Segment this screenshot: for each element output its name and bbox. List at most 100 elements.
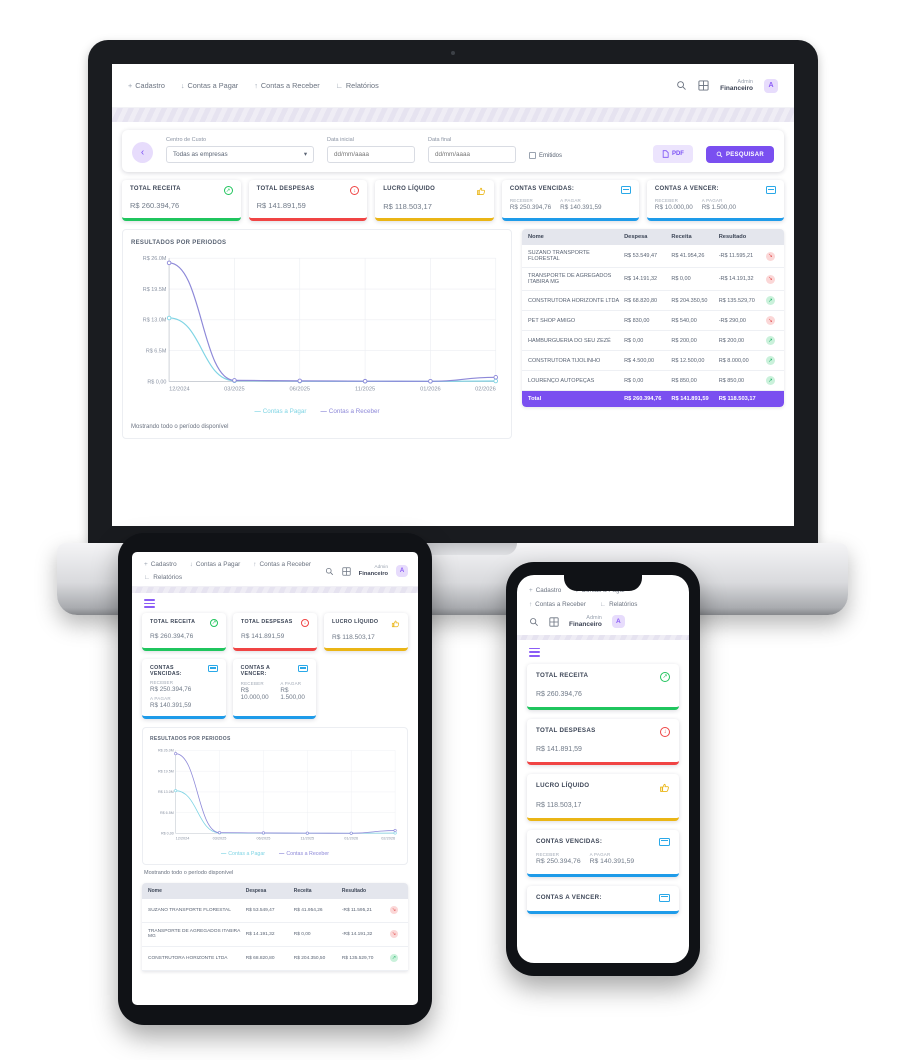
receber-value: R$ 250.394,76	[509, 203, 552, 211]
receber-label: RECEBER	[150, 679, 174, 685]
pagar-col: A PAGAR R$ 1.500,00	[702, 198, 736, 211]
table-row: CONSTRUTORA TIJOLINHO R$ 4.500,00 R$ 12.…	[522, 351, 784, 371]
chart-legend: Contas a Pagar Contas a Receber	[131, 408, 503, 415]
top-nav: Cadastro Contas a Pagar Contas a Receber…	[132, 552, 418, 587]
table-total-row: Total R$ 260.394,76 R$ 141.891,59 R$ 118…	[522, 391, 784, 407]
trend-icon	[765, 296, 775, 305]
avatar[interactable]: A	[611, 615, 625, 629]
thumbs-up-icon	[476, 187, 485, 195]
receber-value: R$ 10.000,00	[240, 686, 269, 701]
nav-item[interactable]: Cadastro	[144, 561, 177, 568]
legend-dash-icon	[279, 851, 286, 857]
stat-cards-row-2: CONTAS VENCIDAS: RECEBER R$ 250.394,76 A …	[142, 658, 408, 719]
trend-icon	[390, 954, 398, 963]
cell-receita: R$ 540,00	[671, 317, 697, 324]
pagar-value: R$ 140.391,59	[560, 203, 602, 211]
results-chart-card: RESULTADOS POR PERIODOS R$ 0,00 R$ 6.5M R$…	[122, 229, 513, 440]
nav-item-label: Contas a Receber	[260, 81, 320, 90]
svg-text:R$ 13.0M: R$ 13.0M	[158, 790, 174, 794]
nav-item-relatorios[interactable]: Relatórios	[600, 601, 637, 608]
chart-icon	[600, 601, 606, 608]
chart-title: RESULTADOS POR PERIODOS	[131, 240, 227, 246]
svg-text:11/2025: 11/2025	[301, 836, 315, 840]
svg-text:01/2026: 01/2026	[344, 836, 358, 840]
card-title: TOTAL DESPESAS	[241, 618, 293, 625]
user-role: Admin	[586, 615, 602, 621]
total-despesa: R$ 260.394,76	[624, 396, 662, 402]
nav-item[interactable]: Contas a Pagar	[181, 81, 239, 90]
total-resultado: R$ 118.503,17	[718, 396, 756, 402]
card-total-receita: TOTAL RECEITA R$ 260.394,76	[122, 180, 241, 221]
hamburger-menu-icon[interactable]	[529, 647, 677, 657]
cell-resultado: -R$ 11.595,21	[718, 253, 754, 259]
nav-item-icon	[254, 81, 258, 90]
avatar[interactable]: A	[396, 565, 408, 578]
search-icon[interactable]	[325, 567, 334, 576]
pagar-value: R$ 140.391,59	[589, 857, 635, 865]
nav-item[interactable]: Contas a Receber	[254, 81, 320, 90]
receber-label: RECEBER	[654, 197, 679, 203]
nav-item[interactable]: Contas a Receber	[253, 561, 312, 568]
nav-item-cadastro[interactable]: Cadastro	[529, 587, 562, 594]
svg-text:12/2024: 12/2024	[176, 836, 191, 840]
results-line-chart: R$ 0,00 R$ 6.5M R$ 13.0M R$ 19.5M R$ 26.0M 12…	[158, 748, 397, 840]
tablet-screen: Cadastro Contas a Pagar Contas a Receber…	[132, 552, 418, 1005]
svg-text:R$ 0,00: R$ 0,00	[147, 379, 166, 385]
pagar-label: A PAGAR	[280, 680, 302, 686]
col-nome: Nome	[528, 234, 544, 240]
user-block[interactable]: Admin Financeiro	[569, 615, 602, 629]
chart-note: Mostrando todo o período disponível	[131, 424, 229, 431]
decorative-band	[132, 587, 418, 593]
legend-label: Contas a Receber	[286, 850, 330, 857]
pdf-button[interactable]: PDF	[652, 145, 693, 163]
cell-nome: TRANSPORTE DE AGREGADOS ITABIRA MG	[528, 273, 612, 285]
date-end-input[interactable]	[435, 151, 509, 158]
cell-despesa: R$ 0,00	[624, 377, 644, 384]
card-contas-vencidas: CONTAS VENCIDAS: RECEBER R$ 250.394,76 A …	[501, 180, 639, 221]
cell-despesa: R$ 53.549,47	[624, 253, 658, 259]
grid-icon[interactable]	[342, 566, 351, 576]
nav-item-label: Cadastro	[150, 561, 177, 568]
grid-icon[interactable]	[698, 80, 709, 91]
search-icon[interactable]	[676, 80, 687, 91]
card-title: LUCRO LÍQUIDO	[536, 781, 590, 789]
cell-receita: R$ 41.954,26	[671, 253, 705, 259]
nav-item-contas-a-receber[interactable]: Contas a Receber	[529, 601, 586, 608]
cost-center-select[interactable]: Todas as empresas ▾	[166, 146, 314, 163]
nav-item[interactable]: Relatórios	[336, 81, 379, 90]
nav-item[interactable]: Contas a Pagar	[190, 561, 240, 568]
user-block[interactable]: Admin Financeiro	[720, 79, 753, 93]
svg-text:R$ 26.0M: R$ 26.0M	[158, 748, 174, 752]
svg-text:06/2025: 06/2025	[289, 387, 310, 393]
svg-text:R$ 6.5M: R$ 6.5M	[146, 349, 167, 355]
date-start-input[interactable]	[334, 151, 408, 158]
card-value: R$ 118.503,17	[383, 202, 432, 211]
nav-item[interactable]: Relatórios	[144, 574, 182, 581]
chart-title: RESULTADOS POR PERIODOS	[150, 735, 231, 742]
card-title: LUCRO LÍQUIDO	[332, 618, 379, 625]
svg-text:R$ 13.0M: R$ 13.0M	[143, 318, 167, 324]
pagar-col: A PAGAR R$ 1.500,00	[280, 681, 308, 701]
cell-nome: HAMBURGUERIA DO SEU ZEZÉ	[528, 337, 611, 344]
cell-despesa: R$ 4.500,00	[624, 357, 655, 364]
pesquisar-button[interactable]: PESQUISAR	[705, 146, 774, 163]
hamburger-menu-icon[interactable]	[144, 599, 406, 608]
avatar[interactable]: A	[764, 78, 778, 93]
card-total-receita: TOTAL RECEITA R$ 260.394,76	[527, 663, 679, 710]
receber-col: RECEBER R$ 10.000,00	[241, 681, 272, 701]
search-icon[interactable]	[529, 617, 539, 627]
phone-device-frame: Cadastro Contas a Pagar Contas a Receber…	[506, 562, 700, 976]
grid-icon[interactable]	[549, 617, 559, 627]
emitidos-checkbox[interactable]	[529, 152, 536, 159]
cell-despesa: R$ 0,00	[624, 337, 644, 344]
nav-item[interactable]: Cadastro	[128, 81, 165, 90]
user-block[interactable]: Admin Financeiro	[359, 565, 388, 577]
results-table: Nome Despesa Receita Resultado SUZANO TR…	[522, 229, 784, 407]
arrow-up-circle-icon	[660, 671, 670, 682]
nav-item-icon	[128, 81, 132, 90]
cell-receita: R$ 204.350,50	[671, 297, 708, 304]
table-row: TRANSPORTE DE AGREGADOS ITABIRA MG R$ 14…	[522, 268, 784, 291]
cell-nome: CONSTRUTORA TIJOLINHO	[528, 357, 601, 364]
collapse-filters-button[interactable]: ‹	[132, 142, 153, 163]
pagar-col: A PAGAR R$ 140.391,59	[560, 198, 601, 211]
